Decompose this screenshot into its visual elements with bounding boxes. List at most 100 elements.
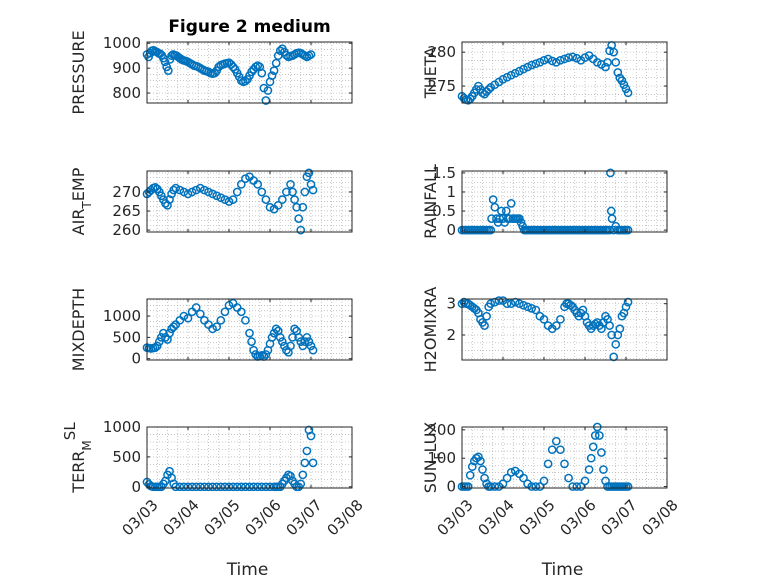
sun_flux-ytick-label: 0 xyxy=(446,478,456,496)
mixdepth-point xyxy=(154,337,164,347)
h2omixra-point xyxy=(605,321,614,330)
air_temp-point xyxy=(171,183,181,193)
theta-axes-box xyxy=(461,41,668,104)
sun_flux-point xyxy=(490,482,500,491)
terr_msl-point xyxy=(300,458,310,468)
terr_msl-ytick-label: 500 xyxy=(112,448,141,466)
mixdepth-point xyxy=(179,311,189,321)
theta-point xyxy=(611,57,621,67)
air_temp-point xyxy=(232,187,242,197)
mixdepth-point xyxy=(251,350,260,359)
air_temp-point xyxy=(290,195,299,204)
mixdepth-point xyxy=(280,341,289,351)
air_temp-point xyxy=(265,202,275,212)
mixdepth-point xyxy=(212,322,222,332)
rainfall-ytick-label: 1.5 xyxy=(432,164,456,182)
mixdepth-point xyxy=(208,324,217,334)
terr_msl-point xyxy=(191,482,201,492)
air_temp-ytick-label: 265 xyxy=(112,202,141,220)
air_temp-point xyxy=(165,195,174,204)
terr_msl-point xyxy=(302,446,312,456)
mixdepth-point xyxy=(195,309,205,319)
pressure-axes: 800 900 1000 PRESSURE Figure 2 medium xyxy=(69,17,353,115)
terr_msl-point xyxy=(257,482,267,492)
terr_msl-ylabel: TERRMSL xyxy=(61,422,94,494)
air_temp-point xyxy=(200,185,209,195)
sun_flux-point xyxy=(601,476,610,486)
mixdepth-point xyxy=(165,328,174,338)
sun_flux-point xyxy=(568,482,578,491)
terr_msl-point xyxy=(224,482,234,492)
sun_flux-point xyxy=(467,462,477,472)
sun_flux-point xyxy=(486,482,496,491)
terr_msl-point xyxy=(208,482,217,492)
mixdepth-point xyxy=(152,341,162,351)
air_temp-point xyxy=(304,168,314,178)
rainfall-point xyxy=(607,214,617,224)
mixdepth-ylabel: MIXDEPTH xyxy=(69,288,88,371)
terr_msl-point xyxy=(265,482,275,492)
mixdepth-point xyxy=(159,328,168,338)
sun_flux-point xyxy=(572,482,582,491)
terr_msl-point xyxy=(306,431,316,441)
theta-point xyxy=(510,68,520,78)
mixdepth-point xyxy=(245,328,254,338)
terr_msl-point xyxy=(195,482,205,492)
rainfall-point xyxy=(606,168,615,178)
pressure-point xyxy=(210,68,219,78)
terr_msl-point xyxy=(179,482,189,492)
pressure-point xyxy=(263,86,273,95)
theta-point xyxy=(609,47,619,57)
air_temp-point xyxy=(163,200,172,210)
theta-point xyxy=(523,62,532,72)
pressure-point xyxy=(160,57,170,67)
air_temp-point xyxy=(257,187,267,197)
theta-point xyxy=(502,72,512,82)
theta-point xyxy=(531,59,541,69)
sun_flux-point xyxy=(539,476,549,486)
h2omixra-point xyxy=(539,314,549,324)
sun_flux-point xyxy=(584,465,594,474)
mixdepth-point xyxy=(277,337,287,347)
rainfall-ytick-label: 1 xyxy=(446,183,456,201)
sun_flux-ylabel: SUNFLUX xyxy=(421,422,446,494)
mixdepth-point xyxy=(236,307,246,317)
terr_msl-grid xyxy=(146,426,353,488)
h2omixra-point xyxy=(621,302,631,312)
mixdepth-point xyxy=(269,328,279,338)
air_temp-point xyxy=(179,187,189,197)
air_temp-point xyxy=(220,195,230,204)
air_temp-point xyxy=(253,179,263,189)
sun_flux-point xyxy=(580,476,590,486)
h2omixra-point xyxy=(515,299,524,309)
sun_flux-point xyxy=(547,445,557,455)
mixdepth-point xyxy=(304,337,314,347)
air_temp-ytick-label: 260 xyxy=(112,221,141,239)
h2omixra-point xyxy=(506,299,516,309)
air_temp-point xyxy=(294,214,304,224)
mixdepth-point xyxy=(216,315,226,325)
terr_msl-point xyxy=(298,470,308,480)
theta-point xyxy=(506,70,516,80)
mixdepth-point xyxy=(288,333,297,342)
terr_msl-point xyxy=(204,482,213,492)
rainfall-point xyxy=(490,202,500,212)
mixdepth-point xyxy=(271,324,281,334)
pressure-point xyxy=(282,50,291,60)
theta-ylabel: THETA xyxy=(421,47,440,99)
air_temp-point xyxy=(208,189,217,199)
air_temp-point xyxy=(224,197,234,206)
theta-point xyxy=(568,52,578,62)
mixdepth-point xyxy=(249,345,258,355)
air_temp-point xyxy=(204,187,213,197)
sun_flux-axes-box xyxy=(461,426,668,489)
pressure-point xyxy=(267,71,277,80)
sun_flux-ytick-label: 100 xyxy=(427,449,456,467)
pressure-point xyxy=(273,51,283,61)
h2omixra-axes-box xyxy=(461,298,668,361)
theta-point xyxy=(519,64,528,74)
air_temp-ytick-label: 270 xyxy=(112,183,141,201)
h2omixra-ytick-label: 2 xyxy=(446,326,456,344)
mixdepth-point xyxy=(302,333,312,342)
